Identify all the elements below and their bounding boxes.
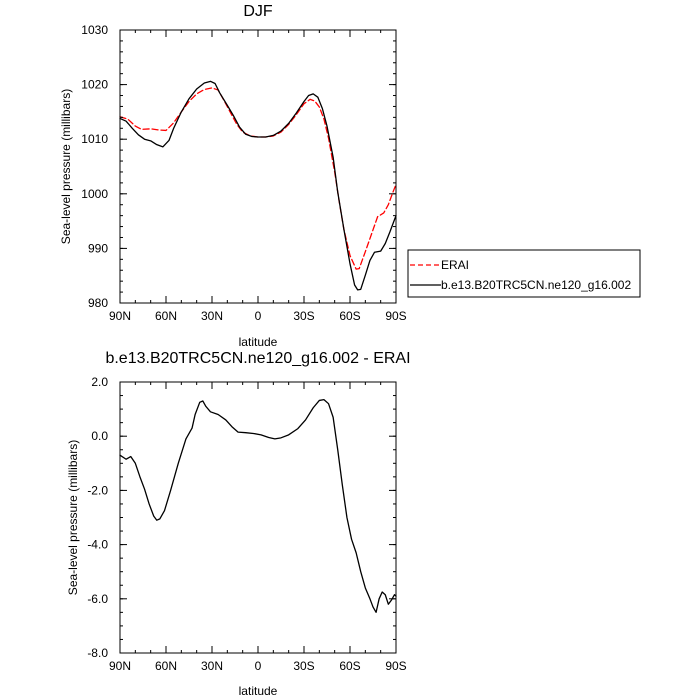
top-x-tick-label: 90S xyxy=(385,309,406,323)
top-y-tick-label: 980 xyxy=(88,296,108,310)
top-x-tick-label: 60S xyxy=(339,309,360,323)
top-y-tick-label: 1010 xyxy=(81,132,108,146)
top-chart-panel: DJF 90N 60N 30N 0 30S 60S 90S 980 990 1000 1010 102… xyxy=(59,3,407,349)
top-y-tick-label: 990 xyxy=(88,241,108,255)
top-series-line-0 xyxy=(119,87,397,270)
bottom-x-tick-label: 90S xyxy=(385,659,406,673)
top-chart-title: DJF xyxy=(243,3,273,20)
legend-label-model: b.e13.B20TRC5CN.ne120_g16.002 xyxy=(441,278,631,292)
bottom-chart-panel: b.e13.B20TRC5CN.ne120_g16.002 - ERAI 90N… xyxy=(66,350,411,698)
top-x-tick-label: 30N xyxy=(201,309,223,323)
bottom-series-line-0 xyxy=(119,398,397,613)
bottom-y-axis-label: Sea-level pressure (millibars) xyxy=(66,440,80,595)
top-y-tick-label: 1020 xyxy=(81,78,108,92)
bottom-x-tick-label: 60N xyxy=(155,659,177,673)
legend: ERAI b.e13.B20TRC5CN.ne120_g16.002 xyxy=(407,249,641,298)
bottom-y-tick-label: -6.0 xyxy=(87,592,108,606)
bottom-y-tick-label: -8.0 xyxy=(87,646,108,660)
top-plot-frame xyxy=(119,29,397,304)
legend-box xyxy=(407,249,641,298)
top-y-tick-label: 1000 xyxy=(81,187,108,201)
bottom-plot-frame xyxy=(119,381,397,654)
top-series-line-1 xyxy=(119,80,397,291)
bottom-x-tick-label: 0 xyxy=(255,659,262,673)
bottom-x-axis-label: latitude xyxy=(239,684,278,698)
top-x-tick-label: 30S xyxy=(293,309,314,323)
bottom-y-tick-label: -2.0 xyxy=(87,483,108,497)
top-x-tick-label: 90N xyxy=(109,309,131,323)
top-y-axis-label: Sea-level pressure (millibars) xyxy=(59,89,73,244)
legend-label-erai: ERAI xyxy=(441,258,469,272)
bottom-y-tick-label: 0.0 xyxy=(91,429,108,443)
bottom-x-tick-label: 90N xyxy=(109,659,131,673)
bottom-y-tick-label: -4.0 xyxy=(87,538,108,552)
top-x-tick-label: 0 xyxy=(255,309,262,323)
top-x-axis-label: latitude xyxy=(239,335,278,349)
bottom-x-tick-label: 30S xyxy=(293,659,314,673)
bottom-x-tick-label: 30N xyxy=(201,659,223,673)
top-y-tick-label: 1030 xyxy=(81,23,108,37)
top-x-tick-label: 60N xyxy=(155,309,177,323)
bottom-x-tick-label: 60S xyxy=(339,659,360,673)
bottom-y-tick-label: 2.0 xyxy=(91,375,108,389)
bottom-chart-title: b.e13.B20TRC5CN.ne120_g16.002 - ERAI xyxy=(105,350,410,367)
